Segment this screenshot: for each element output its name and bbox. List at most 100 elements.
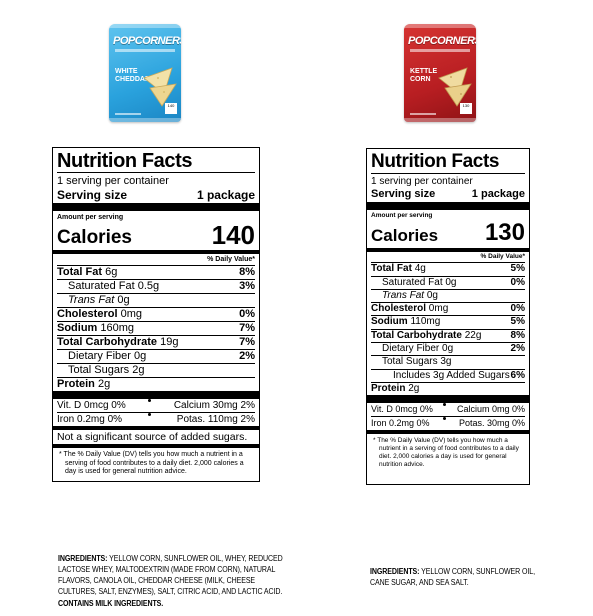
ingredients-lead: INGREDIENTS: bbox=[58, 554, 108, 563]
bag-flavor-label: KETTLE CORN bbox=[410, 68, 438, 83]
ingredients-white-cheddar: INGREDIENTS: YELLOW CORN, SUNFLOWER OIL,… bbox=[58, 553, 285, 609]
nutrient-amount: 2g bbox=[97, 378, 111, 390]
calorie-badge: 140 bbox=[165, 103, 177, 114]
nutrient-label: Total Sugars bbox=[68, 364, 130, 376]
calories-value: 130 bbox=[484, 219, 525, 247]
bag-crimp bbox=[109, 24, 181, 28]
nutrient-amount: 4g bbox=[414, 263, 426, 275]
chips-image bbox=[143, 67, 177, 107]
nutrient-amount: 19g bbox=[160, 336, 179, 348]
nutrient-dv: 0% bbox=[510, 303, 525, 315]
nutrient-label: Total Carbohydrate bbox=[57, 336, 158, 348]
calories-row: Calories 130 bbox=[371, 220, 525, 246]
allergen-statement: CONTAINS MILK INGREDIENTS. bbox=[58, 599, 164, 608]
nutrient-amount: 110mg bbox=[410, 316, 441, 328]
nutrient-amount: 0mg bbox=[120, 308, 142, 320]
nutrient-amount: 2g bbox=[132, 364, 145, 376]
nutrition-label-white-cheddar: Nutrition Facts 1 serving per container … bbox=[52, 147, 260, 482]
calories-value: 140 bbox=[211, 220, 255, 250]
nutrient-amount: 0g bbox=[117, 294, 130, 306]
calories-row: Calories 140 bbox=[57, 222, 255, 248]
divider-medium bbox=[367, 430, 529, 435]
nutrient-dv: 5% bbox=[510, 263, 525, 275]
vitamin-right: Potas. 30mg 0% bbox=[458, 418, 525, 429]
nutrient-row-dietary-fiber: Dietary Fiber 0g 2% bbox=[371, 342, 525, 355]
nutrient-amount: 0mg bbox=[428, 303, 449, 315]
bag-tagline bbox=[410, 49, 470, 52]
bag-brand-logo: POPCORNERS bbox=[113, 35, 181, 47]
bag-crimp bbox=[404, 24, 476, 28]
serving-size-label: Serving size bbox=[57, 188, 128, 202]
nutrient-dv: 7% bbox=[239, 336, 255, 348]
nutrient-amount: 0g bbox=[426, 289, 438, 301]
bag-crimp bbox=[109, 118, 181, 122]
product-bag-kettle-corn: POPCORNERS KETTLE CORN 130 bbox=[404, 24, 476, 122]
vitamin-left: Iron 0.2mg 0% bbox=[371, 418, 430, 429]
divider-medium bbox=[53, 426, 259, 430]
nutrient-dv: 6% bbox=[510, 369, 525, 381]
net-weight-text bbox=[410, 113, 436, 115]
bag-flavor-label: WHITE CHEDDAR bbox=[115, 68, 150, 83]
nutrient-dv: 2% bbox=[510, 343, 525, 355]
vitamin-right: Potas. 110mg 2% bbox=[176, 414, 255, 425]
divider-medium bbox=[53, 250, 259, 254]
divider-medium bbox=[53, 444, 259, 448]
nutrient-row-total-fat: Total Fat 6g 8% bbox=[57, 265, 255, 279]
nutrient-label: Trans Fat bbox=[68, 294, 115, 306]
nutrient-label: Protein bbox=[57, 378, 95, 390]
nutrient-label: Total Fat bbox=[371, 263, 412, 275]
amount-per-serving: Amount per serving bbox=[371, 212, 433, 220]
nutrient-row-total-sugars: Total Sugars 3g bbox=[371, 355, 525, 368]
nutrient-label: Dietary Fiber bbox=[382, 343, 440, 355]
divider-thick bbox=[53, 391, 259, 399]
nutrient-row-protein: Protein 2g bbox=[371, 381, 525, 395]
vitamin-row: Iron 0.2mg 0% Potas. 30mg 0% bbox=[371, 416, 525, 430]
nutrient-label: Saturated Fat bbox=[68, 280, 135, 292]
servings-per-container: 1 serving per container bbox=[371, 176, 473, 187]
nutrient-row-saturated-fat: Saturated Fat 0.5g 3% bbox=[57, 279, 255, 293]
daily-value-header: % Daily Value* bbox=[207, 256, 255, 263]
vitamin-right: Calcium 0mg 0% bbox=[456, 404, 525, 415]
ingredients-kettle-corn: INGREDIENTS: YELLOW CORN, SUNFLOWER OIL,… bbox=[370, 566, 542, 588]
vitamin-row: Vit. D 0mcg 0% Calcium 30mg 2% bbox=[57, 399, 255, 412]
nutrient-row-trans-fat: Trans Fat 0g bbox=[57, 293, 255, 307]
serving-size-value: 1 package bbox=[196, 188, 255, 202]
bag-tagline bbox=[115, 49, 175, 52]
nutrient-label: Sodium bbox=[371, 316, 408, 328]
nutrient-amount: 2g bbox=[408, 382, 420, 394]
nutrient-dv: 5% bbox=[510, 316, 525, 328]
bullet-icon bbox=[443, 403, 447, 407]
serving-size-label: Serving size bbox=[371, 188, 436, 201]
nutrient-label: Total Fat bbox=[57, 266, 103, 278]
vitamin-right: Calcium 30mg 2% bbox=[173, 400, 255, 411]
nutrient-amount: 0g bbox=[442, 343, 454, 355]
nutrition-facts-title: Nutrition Facts bbox=[371, 151, 525, 174]
nutrient-label: Total Carbohydrate bbox=[371, 329, 462, 341]
nutrient-row-total-sugars: Total Sugars 2g bbox=[57, 363, 255, 377]
nutrient-dv: 7% bbox=[239, 322, 255, 334]
nutrient-amount: 6g bbox=[105, 266, 118, 278]
nutrient-amount: 0.5g bbox=[137, 280, 160, 292]
nutrient-label: Cholesterol bbox=[57, 308, 118, 320]
nutrient-label: Protein bbox=[371, 382, 406, 394]
nutrient-label: Includes 3g Added Sugars bbox=[393, 369, 510, 381]
nutrient-dv: 3% bbox=[239, 280, 255, 292]
ingredients-text: YELLOW CORN, SUNFLOWER OIL, CANE SUGAR, … bbox=[370, 567, 535, 587]
nutrient-row-saturated-fat: Saturated Fat 0g 0% bbox=[371, 275, 525, 289]
nutrition-label-kettle-corn: Nutrition Facts 1 serving per container … bbox=[366, 148, 530, 485]
nutrient-row-cholesterol: Cholesterol 0mg 0% bbox=[371, 302, 525, 315]
chips-image bbox=[438, 67, 472, 107]
vitamin-left: Vit. D 0mcg 0% bbox=[57, 400, 126, 411]
nutrient-row-protein: Protein 2g bbox=[57, 377, 255, 391]
added-sugars-note: Not a significant source of added sugars… bbox=[57, 431, 248, 443]
divider-medium bbox=[367, 248, 529, 253]
daily-value-footnote: * The % Daily Value (DV) tells you how m… bbox=[59, 451, 244, 475]
nutrient-dv: 8% bbox=[510, 329, 525, 341]
bag-crimp bbox=[404, 118, 476, 122]
product-bag-white-cheddar: POPCORNERS WHITE CHEDDAR 140 bbox=[109, 24, 181, 122]
vitamin-row: Vit. D 0mcg 0% Calcium 0mg 0% bbox=[371, 403, 525, 416]
nutrient-row-sodium: Sodium 160mg 7% bbox=[57, 321, 255, 335]
divider-thick bbox=[53, 203, 259, 211]
calories-label: Calories bbox=[371, 226, 439, 246]
nutrient-amount: 160mg bbox=[100, 322, 135, 334]
